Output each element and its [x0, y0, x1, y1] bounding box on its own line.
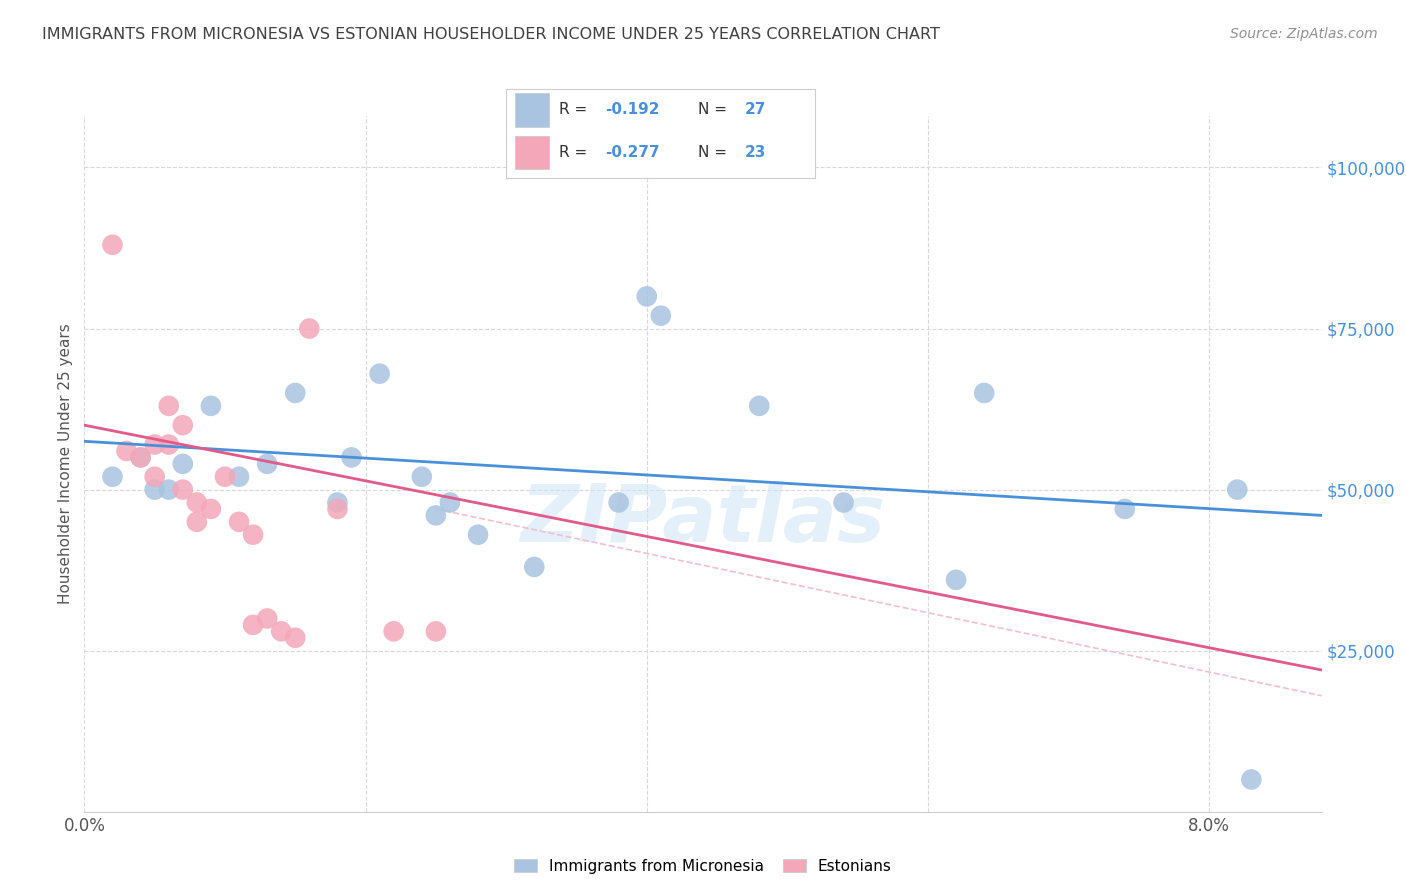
Point	[326, 502, 349, 516]
Point	[157, 483, 180, 497]
Y-axis label: Householder Income Under 25 years: Householder Income Under 25 years	[58, 324, 73, 604]
Point	[748, 399, 770, 413]
Text: -0.192: -0.192	[605, 103, 659, 117]
FancyBboxPatch shape	[516, 93, 550, 127]
Point	[228, 515, 250, 529]
Point	[425, 508, 447, 523]
Point	[298, 321, 321, 335]
Point	[186, 495, 208, 509]
Point	[143, 469, 166, 483]
Point	[284, 386, 307, 401]
Text: N =: N =	[697, 145, 731, 160]
FancyBboxPatch shape	[516, 136, 550, 169]
Point	[172, 483, 194, 497]
Point	[467, 527, 489, 541]
Point	[129, 450, 152, 465]
Point	[172, 418, 194, 433]
Point	[172, 457, 194, 471]
Point	[368, 367, 391, 381]
Point	[523, 560, 546, 574]
Point	[832, 495, 855, 509]
Point	[157, 399, 180, 413]
Point	[242, 527, 264, 541]
Point	[200, 502, 222, 516]
Text: -0.277: -0.277	[605, 145, 659, 160]
Point	[411, 469, 433, 483]
Text: 27: 27	[744, 103, 766, 117]
Point	[256, 611, 278, 625]
Point	[1114, 502, 1136, 516]
Point	[945, 573, 967, 587]
Point	[1240, 772, 1263, 787]
Text: R =: R =	[558, 103, 592, 117]
Legend: Immigrants from Micronesia, Estonians: Immigrants from Micronesia, Estonians	[515, 859, 891, 873]
Point	[143, 437, 166, 451]
Point	[650, 309, 672, 323]
Text: N =: N =	[697, 103, 731, 117]
Point	[157, 437, 180, 451]
Point	[101, 237, 124, 252]
Point	[256, 457, 278, 471]
Point	[270, 624, 292, 639]
Point	[439, 495, 461, 509]
Point	[382, 624, 405, 639]
Point	[1226, 483, 1249, 497]
Point	[284, 631, 307, 645]
Text: Source: ZipAtlas.com: Source: ZipAtlas.com	[1230, 27, 1378, 41]
Text: ZIPatlas: ZIPatlas	[520, 481, 886, 558]
Point	[228, 469, 250, 483]
Point	[143, 483, 166, 497]
Point	[607, 495, 630, 509]
Point	[242, 618, 264, 632]
Point	[425, 624, 447, 639]
Point	[340, 450, 363, 465]
Text: 23: 23	[744, 145, 766, 160]
Point	[186, 515, 208, 529]
Point	[973, 386, 995, 401]
Point	[636, 289, 658, 303]
Point	[214, 469, 236, 483]
Text: IMMIGRANTS FROM MICRONESIA VS ESTONIAN HOUSEHOLDER INCOME UNDER 25 YEARS CORRELA: IMMIGRANTS FROM MICRONESIA VS ESTONIAN H…	[42, 27, 941, 42]
Point	[326, 495, 349, 509]
Point	[129, 450, 152, 465]
Text: R =: R =	[558, 145, 592, 160]
Point	[115, 444, 138, 458]
Point	[200, 399, 222, 413]
Point	[101, 469, 124, 483]
